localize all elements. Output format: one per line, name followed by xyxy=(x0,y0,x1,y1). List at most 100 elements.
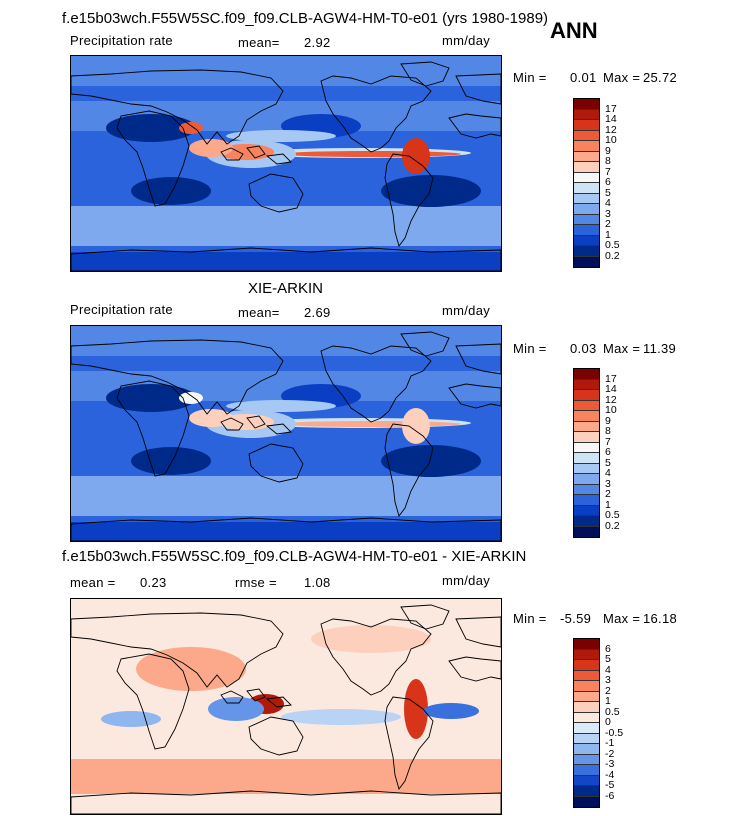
colorbar-swatch xyxy=(574,505,599,516)
field-band xyxy=(71,476,501,516)
panel-title: XIE-ARKIN xyxy=(248,280,324,297)
colorbar-tick-label: 5 xyxy=(605,186,611,199)
coastline xyxy=(71,790,501,814)
colorbar-tick-label: 5 xyxy=(605,456,611,469)
colorbar-swatch xyxy=(574,390,599,401)
colorbar-swatch xyxy=(574,649,599,660)
negative-bias xyxy=(423,703,479,719)
colorbar-tick-label: 4 xyxy=(605,197,611,209)
colorbar-tick-label: 1 xyxy=(605,228,611,241)
field-band xyxy=(71,522,501,541)
colorbar-tick-label: -2 xyxy=(605,747,615,760)
colorbar xyxy=(573,98,600,268)
colorbar-swatch xyxy=(574,369,599,380)
colorbar-swatch xyxy=(574,204,599,215)
colorbar-swatch xyxy=(574,495,599,506)
colorbar-tick-label: 0 xyxy=(605,716,611,728)
monsoon-max xyxy=(179,122,203,134)
map-canvas xyxy=(71,56,501,271)
colorbar-tick-label: 1 xyxy=(605,695,611,707)
colorbar-swatch xyxy=(574,141,599,152)
negative-bias xyxy=(101,711,161,727)
coastline xyxy=(384,696,434,790)
coastline xyxy=(384,153,434,247)
field-band xyxy=(71,759,501,794)
max-label: Max = xyxy=(603,70,641,85)
max-value: 11.39 xyxy=(643,341,677,356)
negative-bias xyxy=(281,709,401,725)
dry-zone xyxy=(106,114,196,142)
colorbar-tick-label: 9 xyxy=(605,144,611,157)
field-band xyxy=(71,326,501,356)
min-value: 0.03 xyxy=(570,341,597,356)
colorbar-tick-label: -5 xyxy=(605,779,615,791)
colorbar-swatch xyxy=(574,639,599,650)
andes-max xyxy=(402,138,430,174)
coastline xyxy=(116,110,190,207)
coastline xyxy=(248,443,304,483)
max-value: 16.18 xyxy=(643,611,678,626)
mean-value: 2.69 xyxy=(304,305,331,320)
storm-track xyxy=(226,130,336,142)
coastline xyxy=(455,343,501,375)
colorbar-tick-label: 8 xyxy=(605,425,611,437)
colorbar-swatch xyxy=(574,120,599,131)
colorbar-tick-label: 9 xyxy=(605,414,611,427)
coastline xyxy=(220,417,244,431)
case-title: f.e15b03wch.F55W5SC.f09_f09.CLB-AGW4-HM-… xyxy=(62,10,549,27)
indian-ocean-max xyxy=(189,139,233,157)
colorbar-tick-label: 0.5 xyxy=(605,239,620,251)
colorbar-tick-label: 0.2 xyxy=(605,519,620,532)
colorbar-swatch xyxy=(574,670,599,681)
coastline xyxy=(320,75,432,153)
rmse-label: rmse = xyxy=(235,575,277,590)
colorbar-tick-label: 17 xyxy=(605,102,617,115)
colorbar xyxy=(573,368,600,538)
map-canvas xyxy=(71,326,501,541)
rmse-value: 1.08 xyxy=(304,575,331,590)
colorbar-swatch xyxy=(574,246,599,257)
colorbar-swatch xyxy=(574,660,599,671)
colorbar-tick-label: 6 xyxy=(605,446,611,458)
coastline xyxy=(71,612,284,688)
coastline xyxy=(248,173,304,213)
colorbar-swatch xyxy=(574,526,599,537)
coastline xyxy=(71,339,284,415)
colorbar-swatch xyxy=(574,796,599,807)
precip-map-obs xyxy=(70,325,502,542)
coastline xyxy=(384,423,434,517)
max-label: Max = xyxy=(603,611,641,626)
positive-bias xyxy=(311,625,431,653)
coastline xyxy=(246,688,266,702)
mean-label: mean = xyxy=(70,575,116,590)
coastline xyxy=(246,415,266,429)
indian-ocean-max xyxy=(189,409,233,427)
colorbar-swatch xyxy=(574,723,599,734)
map-canvas xyxy=(71,599,501,814)
mean-label: mean= xyxy=(238,35,280,50)
coastline xyxy=(265,696,292,708)
coastline xyxy=(246,145,266,159)
colorbar-tick-label: 4 xyxy=(605,663,611,676)
colorbar-swatch xyxy=(574,691,599,702)
colorbar-swatch xyxy=(574,109,599,120)
colorbar-tick-label: 3 xyxy=(605,674,611,686)
precip-map-model xyxy=(70,55,502,272)
coastline xyxy=(320,345,432,423)
precip-diff-map xyxy=(70,598,502,815)
colorbar-tick-label: 6 xyxy=(605,176,611,188)
mean-value: 2.92 xyxy=(304,35,331,50)
panel-variable-label: Precipitation rate xyxy=(70,302,173,317)
colorbar-swatch xyxy=(574,214,599,225)
field-band xyxy=(71,206,501,246)
field-band xyxy=(71,56,501,86)
colorbar-tick-label: -1 xyxy=(605,737,615,749)
colorbar-tick-label: 17 xyxy=(605,372,617,385)
colorbar-swatch xyxy=(574,151,599,162)
colorbar-tick-label: 14 xyxy=(605,383,617,395)
colorbar-swatch xyxy=(574,702,599,713)
colorbar-swatch xyxy=(574,786,599,797)
min-value: 0.01 xyxy=(570,70,597,85)
colorbar-tick-label: 4 xyxy=(605,467,611,479)
coastline xyxy=(265,153,292,165)
